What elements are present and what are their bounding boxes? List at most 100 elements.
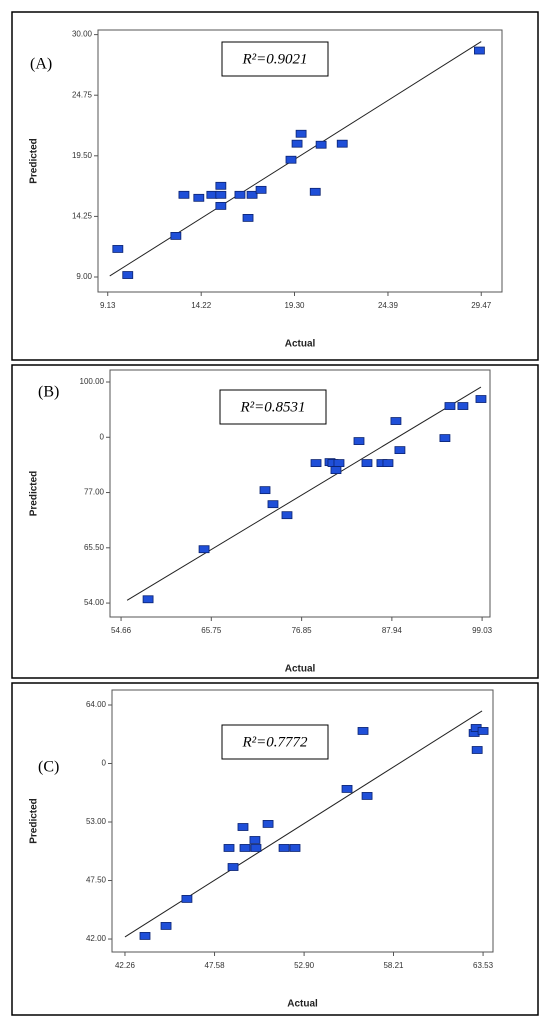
data-point (206, 190, 218, 199)
y-axis-label: Predicted (29, 138, 40, 184)
y-axis-label: Predicted (29, 798, 40, 844)
x-tick-label: 42.26 (115, 961, 136, 970)
data-point (223, 844, 235, 852)
data-point (237, 823, 249, 831)
annotation-box (219, 389, 327, 425)
data-point (361, 792, 373, 800)
panel-border (11, 11, 539, 361)
data-point (250, 844, 262, 852)
data-point (330, 466, 342, 474)
y-tick-label: 65.50 (84, 543, 105, 552)
data-point (242, 214, 254, 222)
y-tick-label: 9.00 (76, 272, 92, 281)
x-tick-label: 76.85 (292, 626, 313, 635)
data-point (309, 187, 321, 196)
annotation-box (221, 724, 329, 760)
x-tick-label: 47.58 (205, 961, 226, 970)
data-point (160, 922, 172, 930)
plot-frame (111, 689, 494, 953)
panel-border (11, 682, 539, 1016)
y-tick-label: 77.00 (84, 488, 105, 497)
panel-label: (B) (38, 384, 59, 401)
data-point (170, 232, 182, 240)
data-point (457, 402, 469, 410)
data-point (310, 459, 322, 467)
x-axis-label: Actual (285, 664, 316, 675)
data-point (239, 844, 251, 852)
y-tick-label: 0 (102, 759, 107, 768)
data-point (361, 459, 373, 467)
data-point (333, 459, 345, 467)
data-point (198, 545, 210, 554)
panel-border (11, 364, 539, 679)
annotation-box (221, 41, 329, 77)
data-point (215, 181, 227, 190)
y-tick-label: 47.50 (86, 876, 107, 885)
data-point (262, 820, 274, 828)
data-point (234, 190, 246, 199)
x-tick-label: 29.47 (471, 301, 492, 310)
data-point (178, 190, 190, 199)
data-point (246, 190, 258, 199)
y-tick-label: 0 (100, 432, 105, 441)
x-tick-label: 19.30 (284, 301, 305, 310)
data-point (390, 417, 402, 425)
x-tick-label: 52.90 (294, 961, 315, 970)
x-tick-label: 9.13 (100, 301, 116, 310)
x-tick-label: 65.75 (201, 626, 222, 635)
data-point (291, 139, 303, 148)
y-tick-label: 19.50 (72, 151, 93, 160)
x-tick-label: 14.22 (191, 301, 212, 310)
y-axis-label: Predicted (29, 471, 40, 517)
data-point (477, 727, 489, 735)
data-point (382, 459, 394, 467)
data-point (439, 434, 451, 442)
data-point (289, 844, 301, 852)
data-point (259, 486, 271, 495)
data-point (336, 139, 348, 148)
y-tick-label: 14.25 (72, 212, 93, 221)
data-point (215, 190, 227, 199)
data-point (112, 245, 124, 253)
data-point (281, 511, 293, 520)
plot-frame (97, 29, 503, 293)
x-axis-label: Actual (287, 999, 318, 1010)
data-point (475, 395, 487, 403)
data-point (249, 836, 261, 844)
data-point (471, 746, 483, 754)
data-point (255, 185, 267, 194)
fit-line (126, 386, 482, 601)
data-point (181, 895, 193, 903)
data-point (122, 271, 134, 279)
panel-label: (A) (30, 56, 52, 73)
y-tick-label: 30.00 (72, 30, 93, 39)
data-point (295, 129, 307, 138)
data-point (315, 140, 327, 149)
data-point (215, 201, 227, 210)
annotation: R²=0.7772 (241, 734, 308, 750)
x-axis-label: Actual (285, 339, 316, 350)
annotation: R²=0.8531 (239, 399, 305, 415)
data-point (353, 437, 365, 445)
data-point (193, 193, 205, 202)
x-tick-label: 58.21 (383, 961, 404, 970)
data-point (474, 46, 485, 55)
y-tick-label: 24.75 (72, 90, 93, 99)
y-tick-label: 64.00 (86, 700, 107, 709)
x-tick-label: 24.39 (378, 301, 399, 310)
data-point (227, 863, 239, 871)
y-tick-label: 53.00 (86, 817, 107, 826)
y-tick-label: 54.00 (84, 598, 105, 607)
y-tick-label: 42.00 (86, 934, 107, 943)
panel-label: (C) (38, 759, 59, 776)
data-point (394, 446, 406, 455)
data-point (278, 844, 290, 852)
data-point (142, 595, 154, 604)
data-point (444, 402, 456, 410)
data-point (139, 932, 151, 940)
data-point (341, 785, 353, 793)
data-point (357, 727, 369, 735)
y-tick-label: 100.00 (80, 377, 105, 386)
x-tick-label: 54.66 (111, 626, 132, 635)
